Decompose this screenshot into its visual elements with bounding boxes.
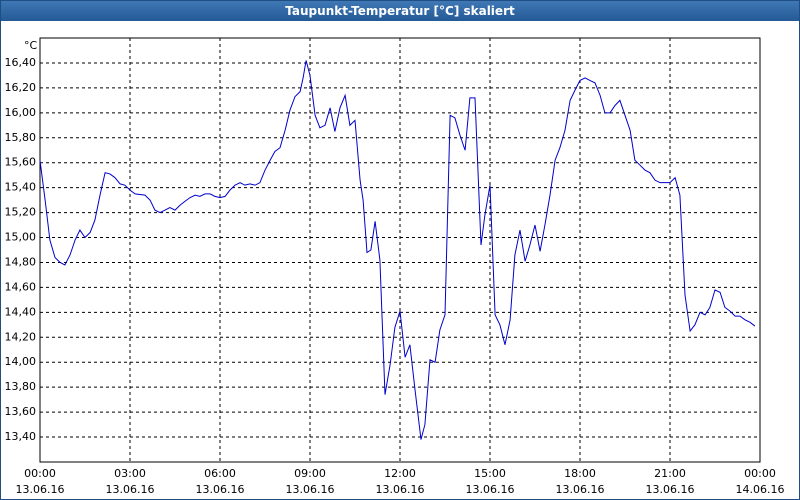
y-tick-label: 14,80 <box>5 255 37 268</box>
x-tick-label: 15:00 <box>474 467 506 480</box>
x-tick-date: 13.06.16 <box>376 483 425 496</box>
x-tick-date: 13.06.16 <box>196 483 245 496</box>
y-tick-label: 13,60 <box>5 405 37 418</box>
x-tick-date: 13.06.16 <box>646 483 695 496</box>
x-tick-date: 13.06.16 <box>466 483 515 496</box>
data-line <box>39 60 756 440</box>
x-tick-date: 13.06.16 <box>556 483 605 496</box>
y-tick-label: 14,20 <box>5 330 37 343</box>
x-tick-label: 12:00 <box>384 467 416 480</box>
y-tick-label: 15,60 <box>5 156 37 169</box>
x-tick-label: 00:00 <box>24 467 56 480</box>
y-tick-label: 15,80 <box>5 131 37 144</box>
y-tick-label: 15,20 <box>5 206 37 219</box>
x-tick-label: 18:00 <box>564 467 596 480</box>
y-tick-label: 16,40 <box>5 56 37 69</box>
chart: °C 13,40 13,60 13,80 14,00 14,20 14,40 14,60 14… <box>5 37 785 496</box>
x-tick-label: 09:00 <box>294 467 326 480</box>
title-bar: Taupunkt-Temperatur [°C] skaliert <box>1 1 799 21</box>
y-tick-label: 14,40 <box>5 305 37 318</box>
y-tick-label: 16,00 <box>5 106 37 119</box>
x-tick-label: 03:00 <box>114 467 146 480</box>
x-tick-label: 00:00 <box>744 467 776 480</box>
y-tick-label: 14,60 <box>5 280 37 293</box>
x-tick-label: 06:00 <box>204 467 236 480</box>
y-tick-label: 15,40 <box>5 181 37 194</box>
y-tick-label: 16,20 <box>5 81 37 94</box>
y-tick-label: 14,00 <box>5 355 37 368</box>
y-tick-label: 15,00 <box>5 231 37 244</box>
x-tick-date: 13.06.16 <box>16 483 65 496</box>
y-tick-label: 13,80 <box>5 380 37 393</box>
y-tick-label: 13,40 <box>5 430 37 443</box>
plot-frame <box>39 37 761 463</box>
x-tick-label: 21:00 <box>654 467 686 480</box>
x-tick-date: 13.06.16 <box>286 483 335 496</box>
x-tick-date: 13.06.16 <box>106 483 155 496</box>
x-tick-date: 14.06.16 <box>736 483 785 496</box>
y-axis-label: °C <box>24 39 38 52</box>
